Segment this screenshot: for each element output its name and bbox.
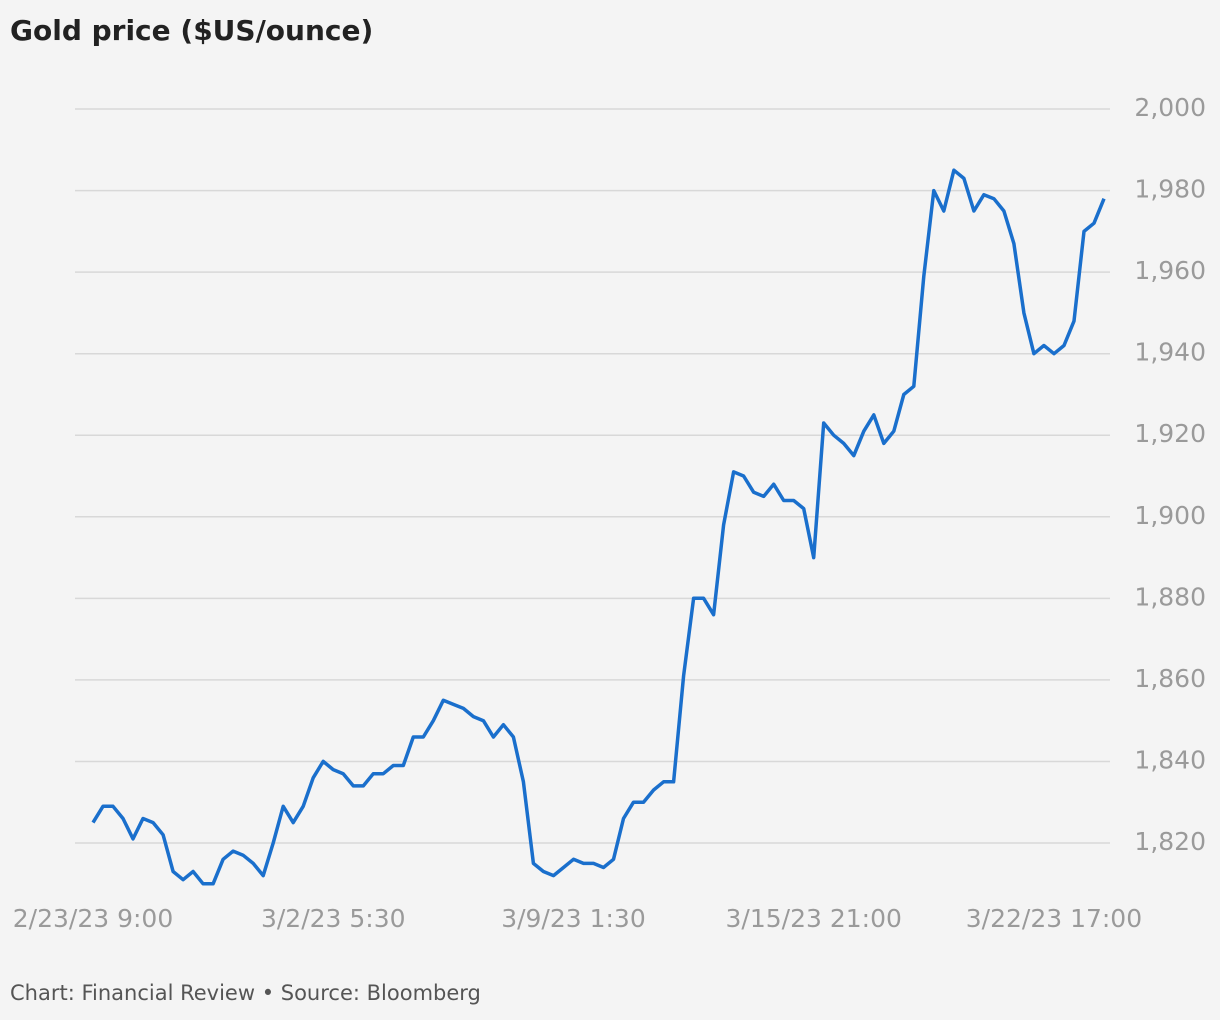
x-tick-label: 3/15/23 21:00 [726,904,902,933]
y-tick-label: 1,860 [1134,664,1206,693]
y-tick-label: 1,880 [1134,582,1206,611]
y-tick-label: 1,820 [1134,827,1206,856]
y-tick-label: 1,900 [1134,501,1206,530]
x-tick-label: 3/22/23 17:00 [966,904,1142,933]
y-tick-label: 1,920 [1134,419,1206,448]
y-tick-label: 1,960 [1134,256,1206,285]
price-line [91,168,1106,886]
y-tick-label: 1,980 [1134,175,1206,204]
x-tick-label: 3/2/23 5:30 [261,904,406,933]
y-tick-label: 2,000 [1134,93,1206,122]
x-tick-label: 3/9/23 1:30 [501,904,646,933]
chart-title: Gold price ($US/ounce) [10,14,373,47]
footer: Chart: Financial Review • Source: Bloomb… [10,981,481,1005]
x-tick-label: 2/23/23 9:00 [13,904,173,933]
y-tick-label: 1,940 [1134,338,1206,367]
y-tick-label: 1,840 [1134,745,1206,774]
